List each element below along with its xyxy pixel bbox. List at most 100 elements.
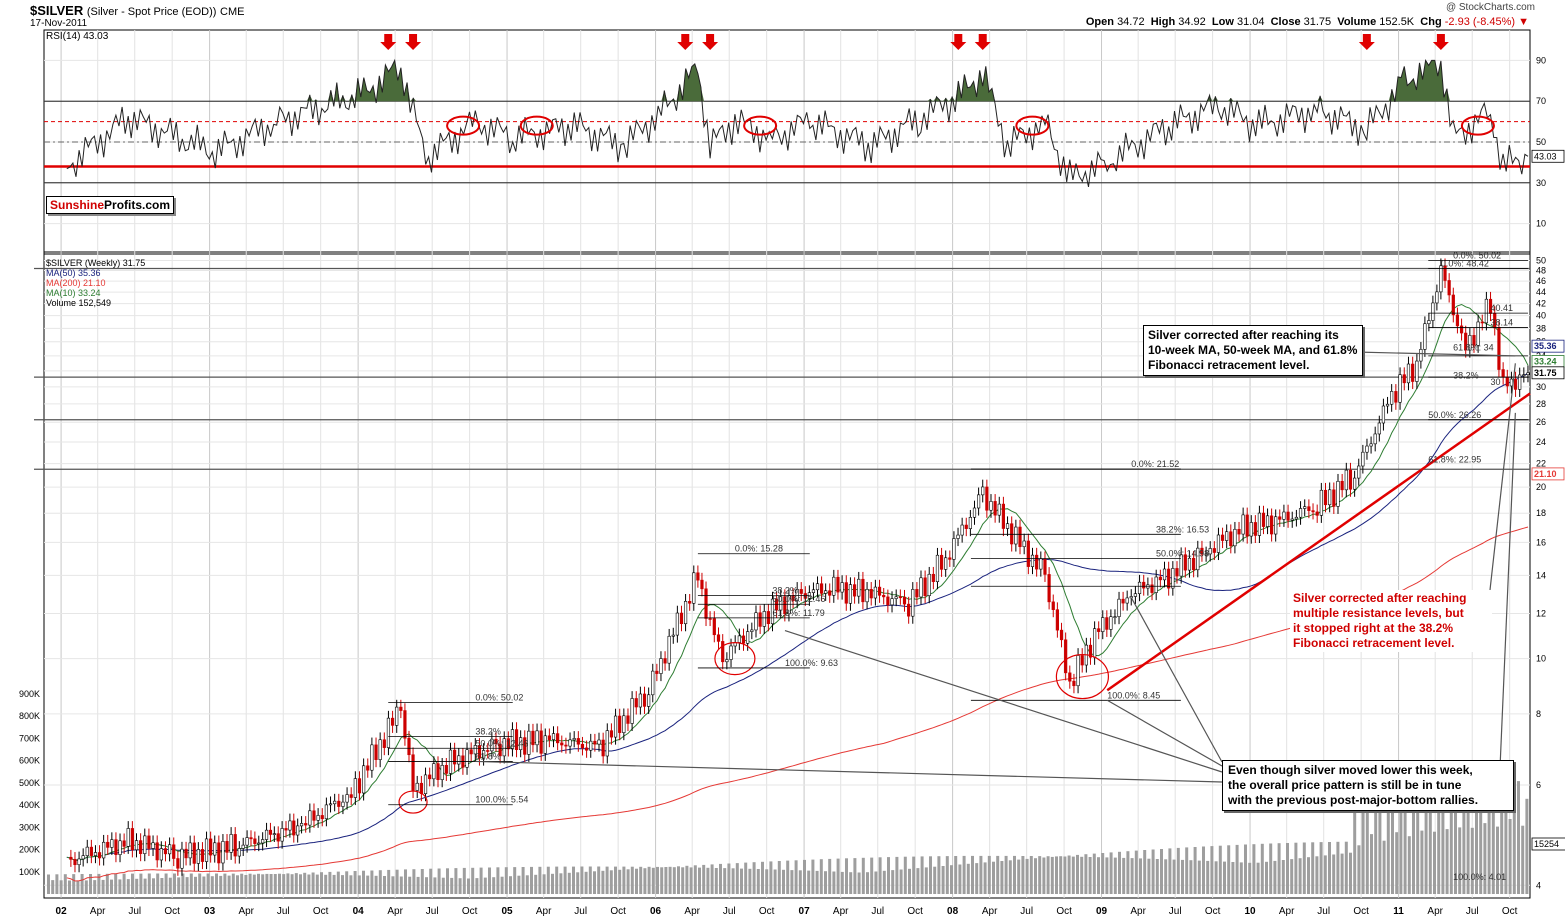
fib-label: 61.8%: 11.79 <box>772 608 824 618</box>
volume-bar <box>1109 852 1113 894</box>
price-y-tick: 40 <box>1536 311 1546 321</box>
connector-line <box>1354 351 1516 357</box>
volume-bar <box>656 866 659 894</box>
price-candle <box>1484 298 1488 324</box>
volume-bar <box>563 866 567 894</box>
price-candle <box>1348 469 1353 490</box>
volume-bar <box>168 877 172 894</box>
price-candle <box>1282 511 1286 520</box>
volume-bar <box>1118 851 1121 894</box>
volume-bar <box>1147 858 1151 894</box>
x-tick-label: 05 <box>501 906 513 917</box>
price-candle <box>840 582 844 593</box>
volume-bar <box>1424 803 1428 894</box>
volume-bar <box>559 873 563 894</box>
x-tick-label: Oct <box>1205 906 1221 917</box>
volume-y-tick: 100K <box>19 867 40 877</box>
price-candle <box>539 730 543 754</box>
price-candle <box>960 524 964 536</box>
connector-line <box>1489 363 1516 591</box>
volume-bar <box>1126 851 1130 894</box>
volume-bar <box>265 873 269 894</box>
volume-bar <box>244 875 248 894</box>
price-candle <box>832 576 836 596</box>
x-tick-label: Oct <box>907 906 923 917</box>
price-candle <box>1162 568 1167 581</box>
symbol: $SILVER <box>30 3 84 18</box>
price-candle <box>1419 349 1423 362</box>
fib-label: 0.0%: 50.02 <box>1453 250 1501 260</box>
volume-bar <box>908 868 911 894</box>
price-candle <box>110 839 114 848</box>
price-candle <box>1390 391 1394 405</box>
price-candle <box>799 589 803 594</box>
volume-bar <box>1386 798 1390 894</box>
volume-bar <box>1059 856 1063 894</box>
volume-bar <box>836 858 840 894</box>
price-candle <box>204 838 209 862</box>
volume-bar <box>618 869 622 894</box>
volume-bar <box>189 873 193 894</box>
price-candle <box>498 743 502 757</box>
price-candle <box>163 848 168 855</box>
fib-label: 38.2%: 16.53 <box>1156 524 1209 534</box>
volume-bar <box>828 858 832 894</box>
fib-label: 38.2% <box>1453 370 1479 380</box>
price-candle <box>1154 576 1158 593</box>
price-candle <box>1022 540 1026 548</box>
price-candle <box>1109 616 1113 630</box>
price-candle <box>1005 523 1010 529</box>
price-candle <box>1443 265 1447 281</box>
legend-rsi: RSI(14) 43.03 <box>46 31 109 42</box>
x-tick-label: Jul <box>1466 906 1479 917</box>
x-tick-label: Apr <box>387 906 403 917</box>
volume-bar <box>198 873 202 894</box>
legend-ma10: MA(10) 33.24 <box>46 288 101 298</box>
price-candle <box>1294 516 1298 520</box>
volume-bar <box>336 871 340 894</box>
price-candle <box>1270 515 1274 535</box>
volume-bar <box>525 875 529 894</box>
volume-bar <box>59 880 63 894</box>
volume-bar <box>1357 845 1361 894</box>
price-candle <box>1187 557 1192 571</box>
exchange: CME <box>220 6 245 18</box>
price-candle <box>1014 526 1018 545</box>
price-candle <box>647 694 651 707</box>
volume-bar <box>971 855 974 894</box>
price-candle <box>556 733 560 744</box>
volume-bar <box>1277 843 1281 894</box>
volume-bar <box>1340 853 1344 894</box>
volume-bar <box>1260 843 1264 894</box>
volume-bar <box>609 870 613 894</box>
price-candle <box>143 835 147 854</box>
price-candle <box>428 774 432 780</box>
price-candle <box>568 739 572 747</box>
price-candle <box>1381 405 1386 424</box>
volume-bar <box>979 855 983 894</box>
volume-bar <box>311 872 315 894</box>
x-tick-label: Jul <box>574 906 587 917</box>
price-y-tick: 42 <box>1536 299 1546 309</box>
volume-bar <box>206 873 210 894</box>
volume-bar <box>1248 862 1252 894</box>
price-candle <box>655 670 659 674</box>
volume-bar <box>1361 797 1365 894</box>
volume-bar <box>1416 792 1420 894</box>
price-candle <box>1229 531 1233 547</box>
volume-y-tick: 600K <box>19 756 40 766</box>
price-candle <box>1220 534 1225 541</box>
price-candle <box>1431 302 1435 321</box>
price-candle <box>651 670 655 696</box>
price-candle <box>1225 531 1229 541</box>
volume-bar <box>752 862 756 894</box>
volume-bar <box>1378 789 1382 894</box>
volume-bar <box>790 870 794 894</box>
volume-bar <box>1336 841 1340 894</box>
volume-bar <box>731 868 735 894</box>
volume-value: 152.5K <box>1379 16 1415 28</box>
price-candle <box>415 782 419 791</box>
volume-bar <box>437 868 441 894</box>
volume-bar <box>1298 858 1302 894</box>
